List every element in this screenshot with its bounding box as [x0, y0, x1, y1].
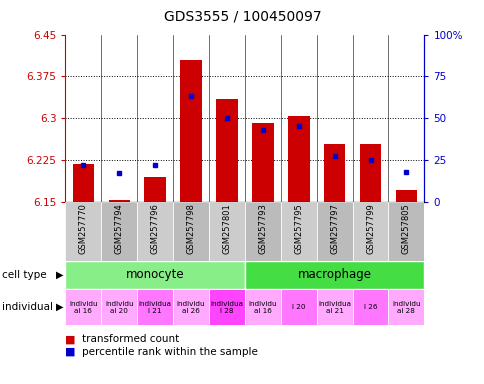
Bar — [65, 202, 101, 261]
Bar — [101, 202, 137, 261]
Bar — [395, 190, 416, 202]
Bar — [209, 202, 244, 261]
Text: monocyte: monocyte — [126, 268, 184, 281]
Bar — [65, 289, 101, 325]
Bar — [209, 289, 244, 325]
Bar — [316, 289, 352, 325]
Bar — [180, 60, 201, 202]
Bar — [352, 289, 388, 325]
Text: ■: ■ — [65, 334, 79, 344]
Text: transformed count: transformed count — [82, 334, 180, 344]
Bar — [388, 289, 424, 325]
Text: l 26: l 26 — [363, 304, 377, 310]
Text: GDS3555 / 100450097: GDS3555 / 100450097 — [163, 10, 320, 23]
Bar — [252, 122, 273, 202]
Text: cell type: cell type — [2, 270, 47, 280]
Bar — [101, 289, 137, 325]
Bar — [280, 202, 316, 261]
Bar — [137, 202, 173, 261]
Bar — [73, 164, 94, 202]
Bar — [287, 116, 309, 202]
Text: individua
l 28: individua l 28 — [210, 301, 243, 313]
Bar — [216, 99, 237, 202]
Bar — [108, 200, 130, 202]
Text: GSM257794: GSM257794 — [115, 204, 123, 254]
Bar — [244, 202, 280, 261]
Bar — [323, 144, 345, 202]
Text: percentile rank within the sample: percentile rank within the sample — [82, 347, 258, 357]
Text: GSM257797: GSM257797 — [330, 204, 338, 254]
Bar — [137, 289, 173, 325]
Text: ▶: ▶ — [56, 302, 63, 312]
Text: l 20: l 20 — [291, 304, 305, 310]
Text: GSM257805: GSM257805 — [401, 204, 410, 254]
Text: GSM257796: GSM257796 — [151, 204, 159, 254]
Bar — [244, 261, 424, 289]
Text: GSM257801: GSM257801 — [222, 204, 231, 254]
Text: individu
al 16: individu al 16 — [248, 301, 277, 313]
Bar — [65, 261, 244, 289]
Text: GSM257793: GSM257793 — [258, 204, 267, 254]
Text: GSM257798: GSM257798 — [186, 204, 195, 254]
Text: GSM257799: GSM257799 — [365, 204, 374, 254]
Text: individu
al 26: individu al 26 — [176, 301, 205, 313]
Text: individua
al 21: individua al 21 — [318, 301, 350, 313]
Bar — [144, 177, 166, 202]
Bar — [173, 202, 209, 261]
Bar — [388, 202, 424, 261]
Text: individual: individual — [2, 302, 53, 312]
Bar — [359, 144, 380, 202]
Text: individua
l 21: individua l 21 — [138, 301, 171, 313]
Text: ■: ■ — [65, 347, 79, 357]
Text: individu
al 16: individu al 16 — [69, 301, 98, 313]
Text: individu
al 28: individu al 28 — [391, 301, 420, 313]
Bar — [280, 289, 316, 325]
Bar — [244, 289, 280, 325]
Text: individu
al 20: individu al 20 — [105, 301, 134, 313]
Bar — [316, 202, 352, 261]
Bar — [173, 289, 209, 325]
Text: ▶: ▶ — [56, 270, 63, 280]
Text: GSM257795: GSM257795 — [294, 204, 302, 254]
Bar — [352, 202, 388, 261]
Text: macrophage: macrophage — [297, 268, 371, 281]
Text: GSM257770: GSM257770 — [79, 204, 88, 254]
